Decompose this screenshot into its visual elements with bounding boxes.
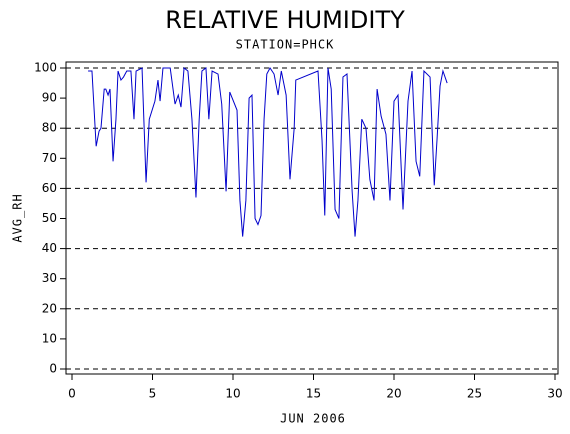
y-tick-label: 0 xyxy=(49,362,57,376)
chart-title: RELATIVE HUMIDITY xyxy=(165,6,405,34)
plot-frame xyxy=(65,61,559,375)
y-tick-label: 50 xyxy=(42,211,57,225)
x-tick-label: 30 xyxy=(547,387,562,401)
y-tick-label: 60 xyxy=(42,181,57,195)
x-tick-label: 0 xyxy=(68,387,76,401)
y-tick-label: 70 xyxy=(42,151,57,165)
y-tick-label: 100 xyxy=(34,61,57,75)
y-axis-label: AVG_RH xyxy=(11,193,25,242)
x-axis-label: JUN 2006 xyxy=(280,412,346,426)
chart-subtitle: STATION=PHCK xyxy=(236,38,335,52)
y-tick-label: 20 xyxy=(42,301,57,315)
y-tick-label: 80 xyxy=(42,121,57,135)
x-tick-label: 10 xyxy=(225,387,240,401)
y-tick-label: 10 xyxy=(42,331,57,345)
x-tick-label: 20 xyxy=(386,387,401,401)
y-tick-label: 90 xyxy=(42,91,57,105)
y-tick-label: 40 xyxy=(42,241,57,255)
y-tick-label: 30 xyxy=(42,271,57,285)
x-tick-label: 5 xyxy=(149,387,157,401)
data-line xyxy=(88,67,448,237)
x-tick-label: 25 xyxy=(467,387,482,401)
x-tick-label: 15 xyxy=(306,387,321,401)
